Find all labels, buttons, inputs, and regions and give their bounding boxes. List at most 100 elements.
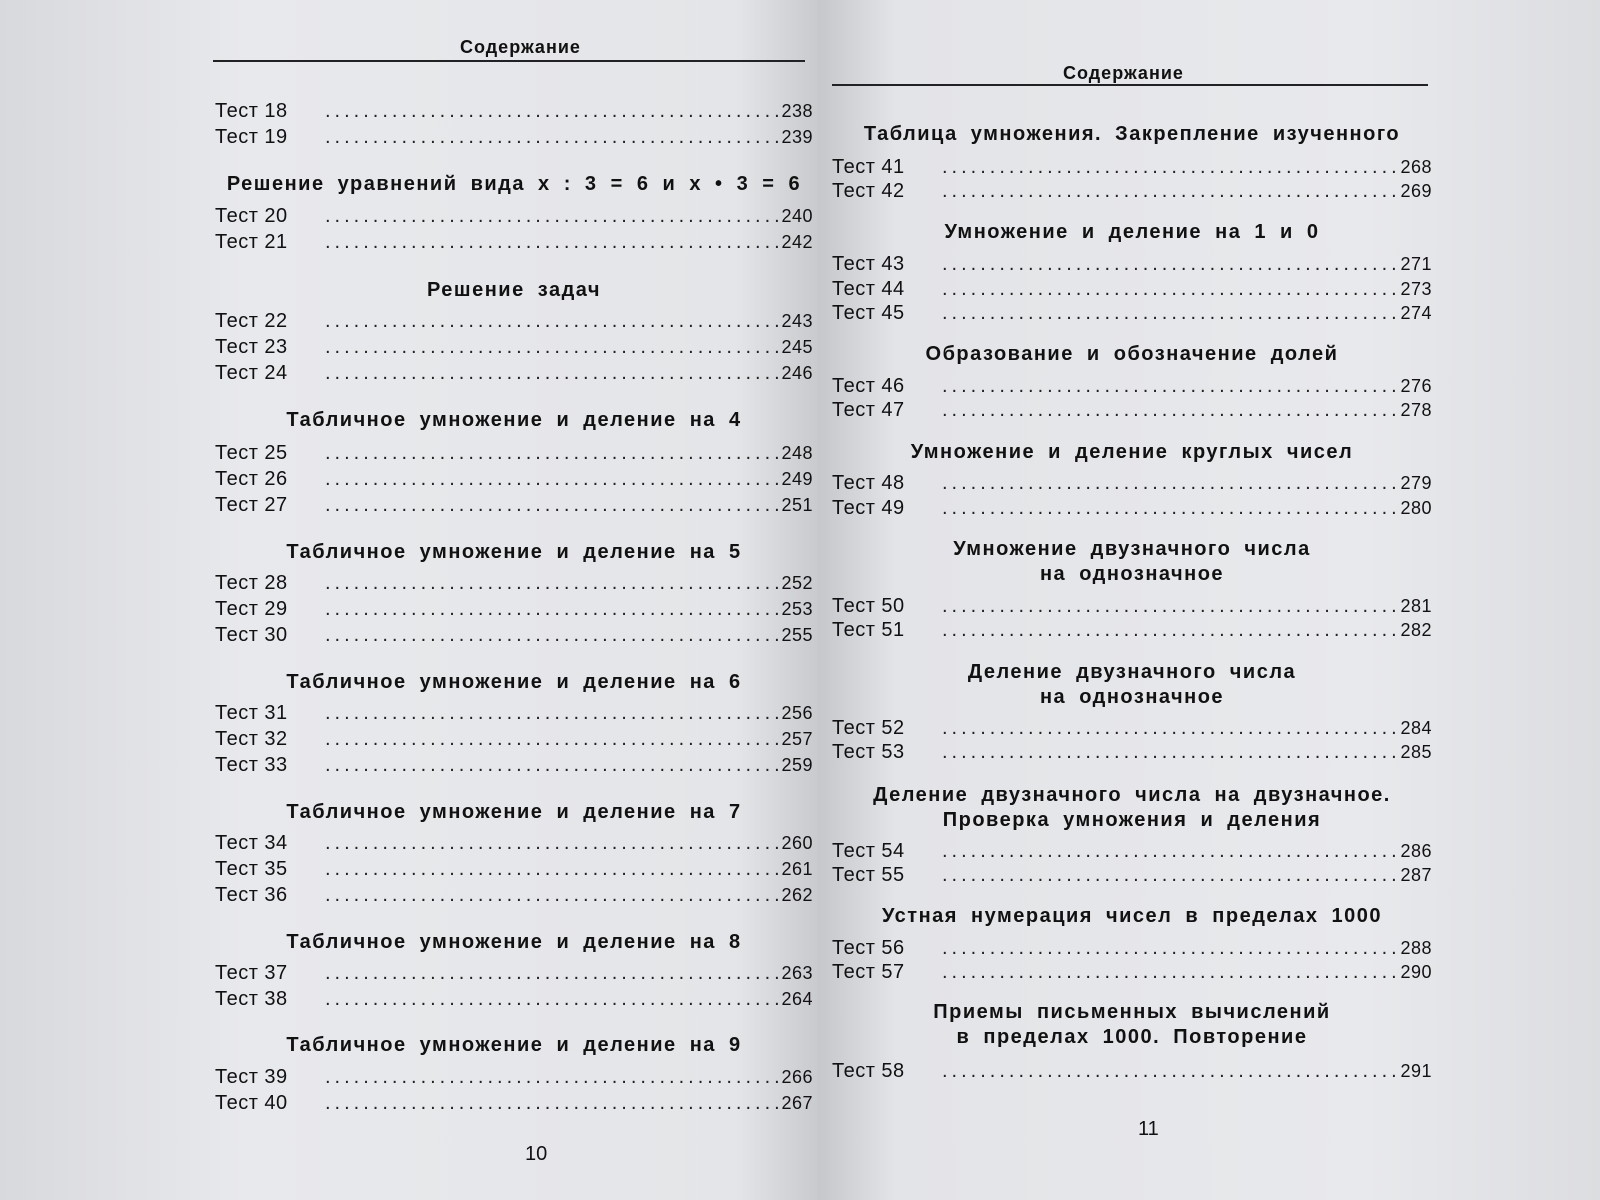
dot-leader: ........................................… — [942, 595, 1399, 617]
toc-entry[interactable]: Тест 58.................................… — [832, 1060, 1432, 1083]
toc-entry[interactable]: Тест 53.................................… — [832, 741, 1432, 764]
entry-page: 253 — [781, 599, 813, 619]
toc-entry[interactable]: Тест 25.................................… — [215, 442, 813, 465]
entry-label: Тест 55 — [832, 864, 905, 886]
toc-entry[interactable]: Тест 18.................................… — [215, 100, 813, 123]
entry-label: Тест 52 — [832, 717, 905, 739]
toc-entry[interactable]: Тест 52.................................… — [832, 717, 1432, 740]
entry-page: 271 — [1400, 254, 1432, 274]
toc-entry[interactable]: Тест 40.................................… — [215, 1092, 813, 1115]
dot-leader: ........................................… — [325, 728, 779, 750]
dot-leader: ........................................… — [325, 624, 779, 646]
entry-page: 262 — [781, 885, 813, 905]
dot-leader: ........................................… — [942, 278, 1399, 300]
toc-entry[interactable]: Тест 22.................................… — [215, 310, 813, 333]
entry-label: Тест 20 — [215, 205, 288, 227]
section-title: Умножение и деление круглых чисел — [910, 441, 1354, 463]
toc-entry[interactable]: Тест 33.................................… — [215, 754, 813, 777]
toc-entry[interactable]: Тест 56.................................… — [832, 937, 1432, 960]
toc-entry[interactable]: Тест 45.................................… — [832, 302, 1432, 325]
dot-leader: ........................................… — [942, 619, 1399, 641]
toc-entry[interactable]: Тест 34.................................… — [215, 832, 813, 855]
entry-label: Тест 30 — [215, 624, 288, 646]
toc-entry[interactable]: Тест 19.................................… — [215, 126, 813, 149]
toc-entry[interactable]: Тест 23.................................… — [215, 336, 813, 359]
toc-entry[interactable]: Тест 24.................................… — [215, 362, 813, 385]
section-title: Приемы письменных вычислений в пределах … — [933, 1001, 1331, 1048]
dot-leader: ........................................… — [942, 1060, 1399, 1082]
entry-page: 276 — [1400, 376, 1432, 396]
entry-page: 252 — [781, 573, 813, 593]
dot-leader: ........................................… — [325, 494, 779, 516]
toc-entry[interactable]: Тест 54.................................… — [832, 840, 1432, 863]
toc-entry[interactable]: Тест 28.................................… — [215, 572, 813, 595]
dot-leader: ........................................… — [325, 100, 779, 122]
entry-label: Тест 56 — [832, 937, 905, 959]
dot-leader: ........................................… — [325, 832, 779, 854]
toc-entry[interactable]: Тест 43.................................… — [832, 253, 1432, 276]
dot-leader: ........................................… — [942, 375, 1399, 397]
header-rule — [832, 84, 1428, 86]
entry-page: 249 — [781, 469, 813, 489]
toc-entry[interactable]: Тест 48.................................… — [832, 472, 1432, 495]
section-title: Табличное умножение и деление на 7 — [286, 801, 742, 823]
toc-entry[interactable]: Тест 32.................................… — [215, 728, 813, 751]
toc-entry[interactable]: Тест 50.................................… — [832, 595, 1432, 618]
toc-entry[interactable]: Тест 46.................................… — [832, 375, 1432, 398]
entry-page: 284 — [1400, 718, 1432, 738]
toc-entry[interactable]: Тест 30.................................… — [215, 624, 813, 647]
toc-entry[interactable]: Тест 57.................................… — [832, 961, 1432, 984]
dot-leader: ........................................… — [325, 231, 779, 253]
entry-page: 239 — [781, 127, 813, 147]
entry-page: 278 — [1400, 400, 1432, 420]
toc-entry[interactable]: Тест 38.................................… — [215, 988, 813, 1011]
dot-leader: ........................................… — [942, 180, 1399, 202]
entry-label: Тест 44 — [832, 278, 905, 300]
dot-leader: ........................................… — [942, 253, 1399, 275]
entry-page: 248 — [781, 443, 813, 463]
toc-entry[interactable]: Тест 51.................................… — [832, 619, 1432, 642]
toc-entry[interactable]: Тест 39.................................… — [215, 1066, 813, 1089]
toc-entry[interactable]: Тест 26.................................… — [215, 468, 813, 491]
dot-leader: ........................................… — [325, 702, 779, 724]
entry-page: 261 — [781, 859, 813, 879]
toc-entry[interactable]: Тест 49.................................… — [832, 497, 1432, 520]
toc-entry[interactable]: Тест 37.................................… — [215, 962, 813, 985]
entry-label: Тест 46 — [832, 375, 905, 397]
toc-entry[interactable]: Тест 29.................................… — [215, 598, 813, 621]
entry-label: Тест 51 — [832, 619, 905, 641]
dot-leader: ........................................… — [325, 1066, 779, 1088]
entry-label: Тест 22 — [215, 310, 288, 332]
dot-leader: ........................................… — [942, 472, 1399, 494]
entry-label: Тест 32 — [215, 728, 288, 750]
toc-entry[interactable]: Тест 47.................................… — [832, 399, 1432, 422]
entry-page: 290 — [1400, 962, 1432, 982]
toc-entry[interactable]: Тест 31.................................… — [215, 702, 813, 725]
toc-entry[interactable]: Тест 55.................................… — [832, 864, 1432, 887]
toc-entry[interactable]: Тест 42.................................… — [832, 180, 1432, 203]
toc-entry[interactable]: Тест 35.................................… — [215, 858, 813, 881]
toc-entry[interactable]: Тест 20.................................… — [215, 205, 813, 228]
section-title: Табличное умножение и деление на 9 — [286, 1034, 742, 1056]
toc-entry[interactable]: Тест 41.................................… — [832, 156, 1432, 179]
entry-label: Тест 31 — [215, 702, 288, 724]
section-title: Табличное умножение и деление на 5 — [286, 541, 742, 563]
toc-entry[interactable]: Тест 21.................................… — [215, 231, 813, 254]
dot-leader: ........................................… — [325, 310, 779, 332]
entry-page: 263 — [781, 963, 813, 983]
entry-page: 267 — [781, 1093, 813, 1113]
toc-entry[interactable]: Тест 44.................................… — [832, 278, 1432, 301]
entry-page: 285 — [1400, 742, 1432, 762]
entry-label: Тест 39 — [215, 1066, 288, 1088]
toc-entry[interactable]: Тест 27.................................… — [215, 494, 813, 517]
dot-leader: ........................................… — [325, 362, 779, 384]
dot-leader: ........................................… — [942, 399, 1399, 421]
entry-page: 286 — [1400, 841, 1432, 861]
toc-entry[interactable]: Тест 36.................................… — [215, 884, 813, 907]
entry-label: Тест 29 — [215, 598, 288, 620]
dot-leader: ........................................… — [325, 1092, 779, 1114]
entry-page: 281 — [1400, 596, 1432, 616]
dot-leader: ........................................… — [942, 156, 1399, 178]
entry-label: Тест 35 — [215, 858, 288, 880]
entry-page: 246 — [781, 363, 813, 383]
